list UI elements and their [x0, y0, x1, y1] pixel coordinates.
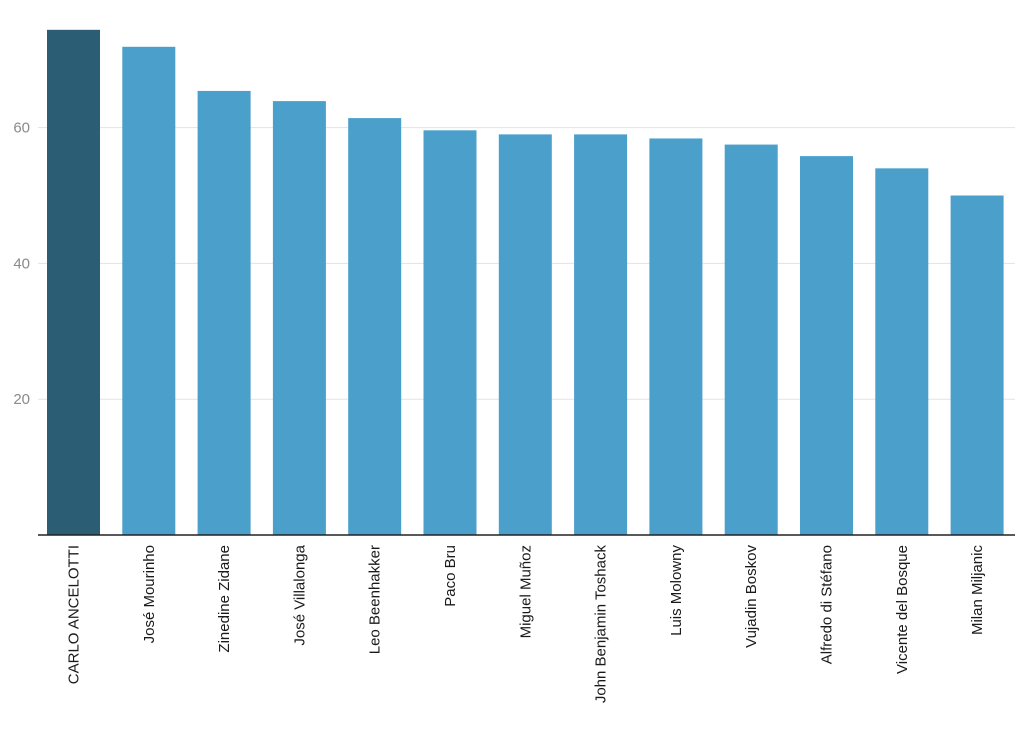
x-axis-labels: CARLO ANCELOTTI José Mourinho Zinedine Zid…	[66, 544, 987, 703]
y-tick-label-20: 20	[13, 391, 30, 408]
x-tick-label-carlo-ancelotti: CARLO ANCELOTTI	[66, 545, 83, 684]
x-tick-label-jos-villalonga: José Villalonga	[291, 544, 308, 645]
x-tick-label-leo-beenhakker: Leo Beenhakker	[367, 545, 384, 654]
bars	[47, 29, 1004, 536]
bar-luis-molowny	[649, 138, 703, 536]
x-tick-label-vicente-del-bosque: Vicente del Bosque	[894, 545, 911, 674]
y-axis-ticks: 20 40 60	[13, 120, 30, 409]
bar-john-benjamin-toshack	[574, 134, 628, 535]
bar-carlo-ancelotti	[47, 29, 100, 535]
bar-vicente-del-bosque	[875, 168, 929, 535]
x-tick-label-vujadin-boskov: Vujadin Boskov	[743, 545, 760, 648]
x-tick-label-milan-miljanic: Milan Miljanic	[969, 545, 986, 636]
bar-leo-beenhakker	[348, 118, 402, 536]
bar-miguel-mu-oz	[498, 134, 552, 535]
bar-alfredo-di-st-fano	[800, 156, 853, 536]
x-tick-label-luis-molowny: Luis Molowny	[668, 545, 685, 636]
bar-zinedine-zidane	[197, 90, 251, 536]
y-tick-label-40: 40	[13, 255, 30, 272]
bar-paco-bru	[423, 130, 477, 536]
x-tick-label-miguel-mu-oz: Miguel Muñoz	[517, 545, 534, 638]
x-tick-label-jos-mourinho: José Mourinho	[141, 545, 158, 643]
x-tick-label-john-benjamin-toshack: John Benjamin Toshack	[593, 545, 610, 704]
bar-jos-villalonga	[272, 101, 326, 535]
x-tick-label-alfredo-di-st-fano: Alfredo di Stéfano	[819, 545, 836, 664]
x-tick-label-paco-bru: Paco Bru	[442, 545, 459, 607]
x-tick-label-zinedine-zidane: Zinedine Zidane	[216, 545, 233, 653]
bar-milan-miljanic	[950, 195, 1004, 535]
y-tick-label-60: 60	[13, 120, 30, 137]
bar-vujadin-boskov	[724, 144, 778, 535]
bar-jos-mourinho	[122, 46, 176, 535]
